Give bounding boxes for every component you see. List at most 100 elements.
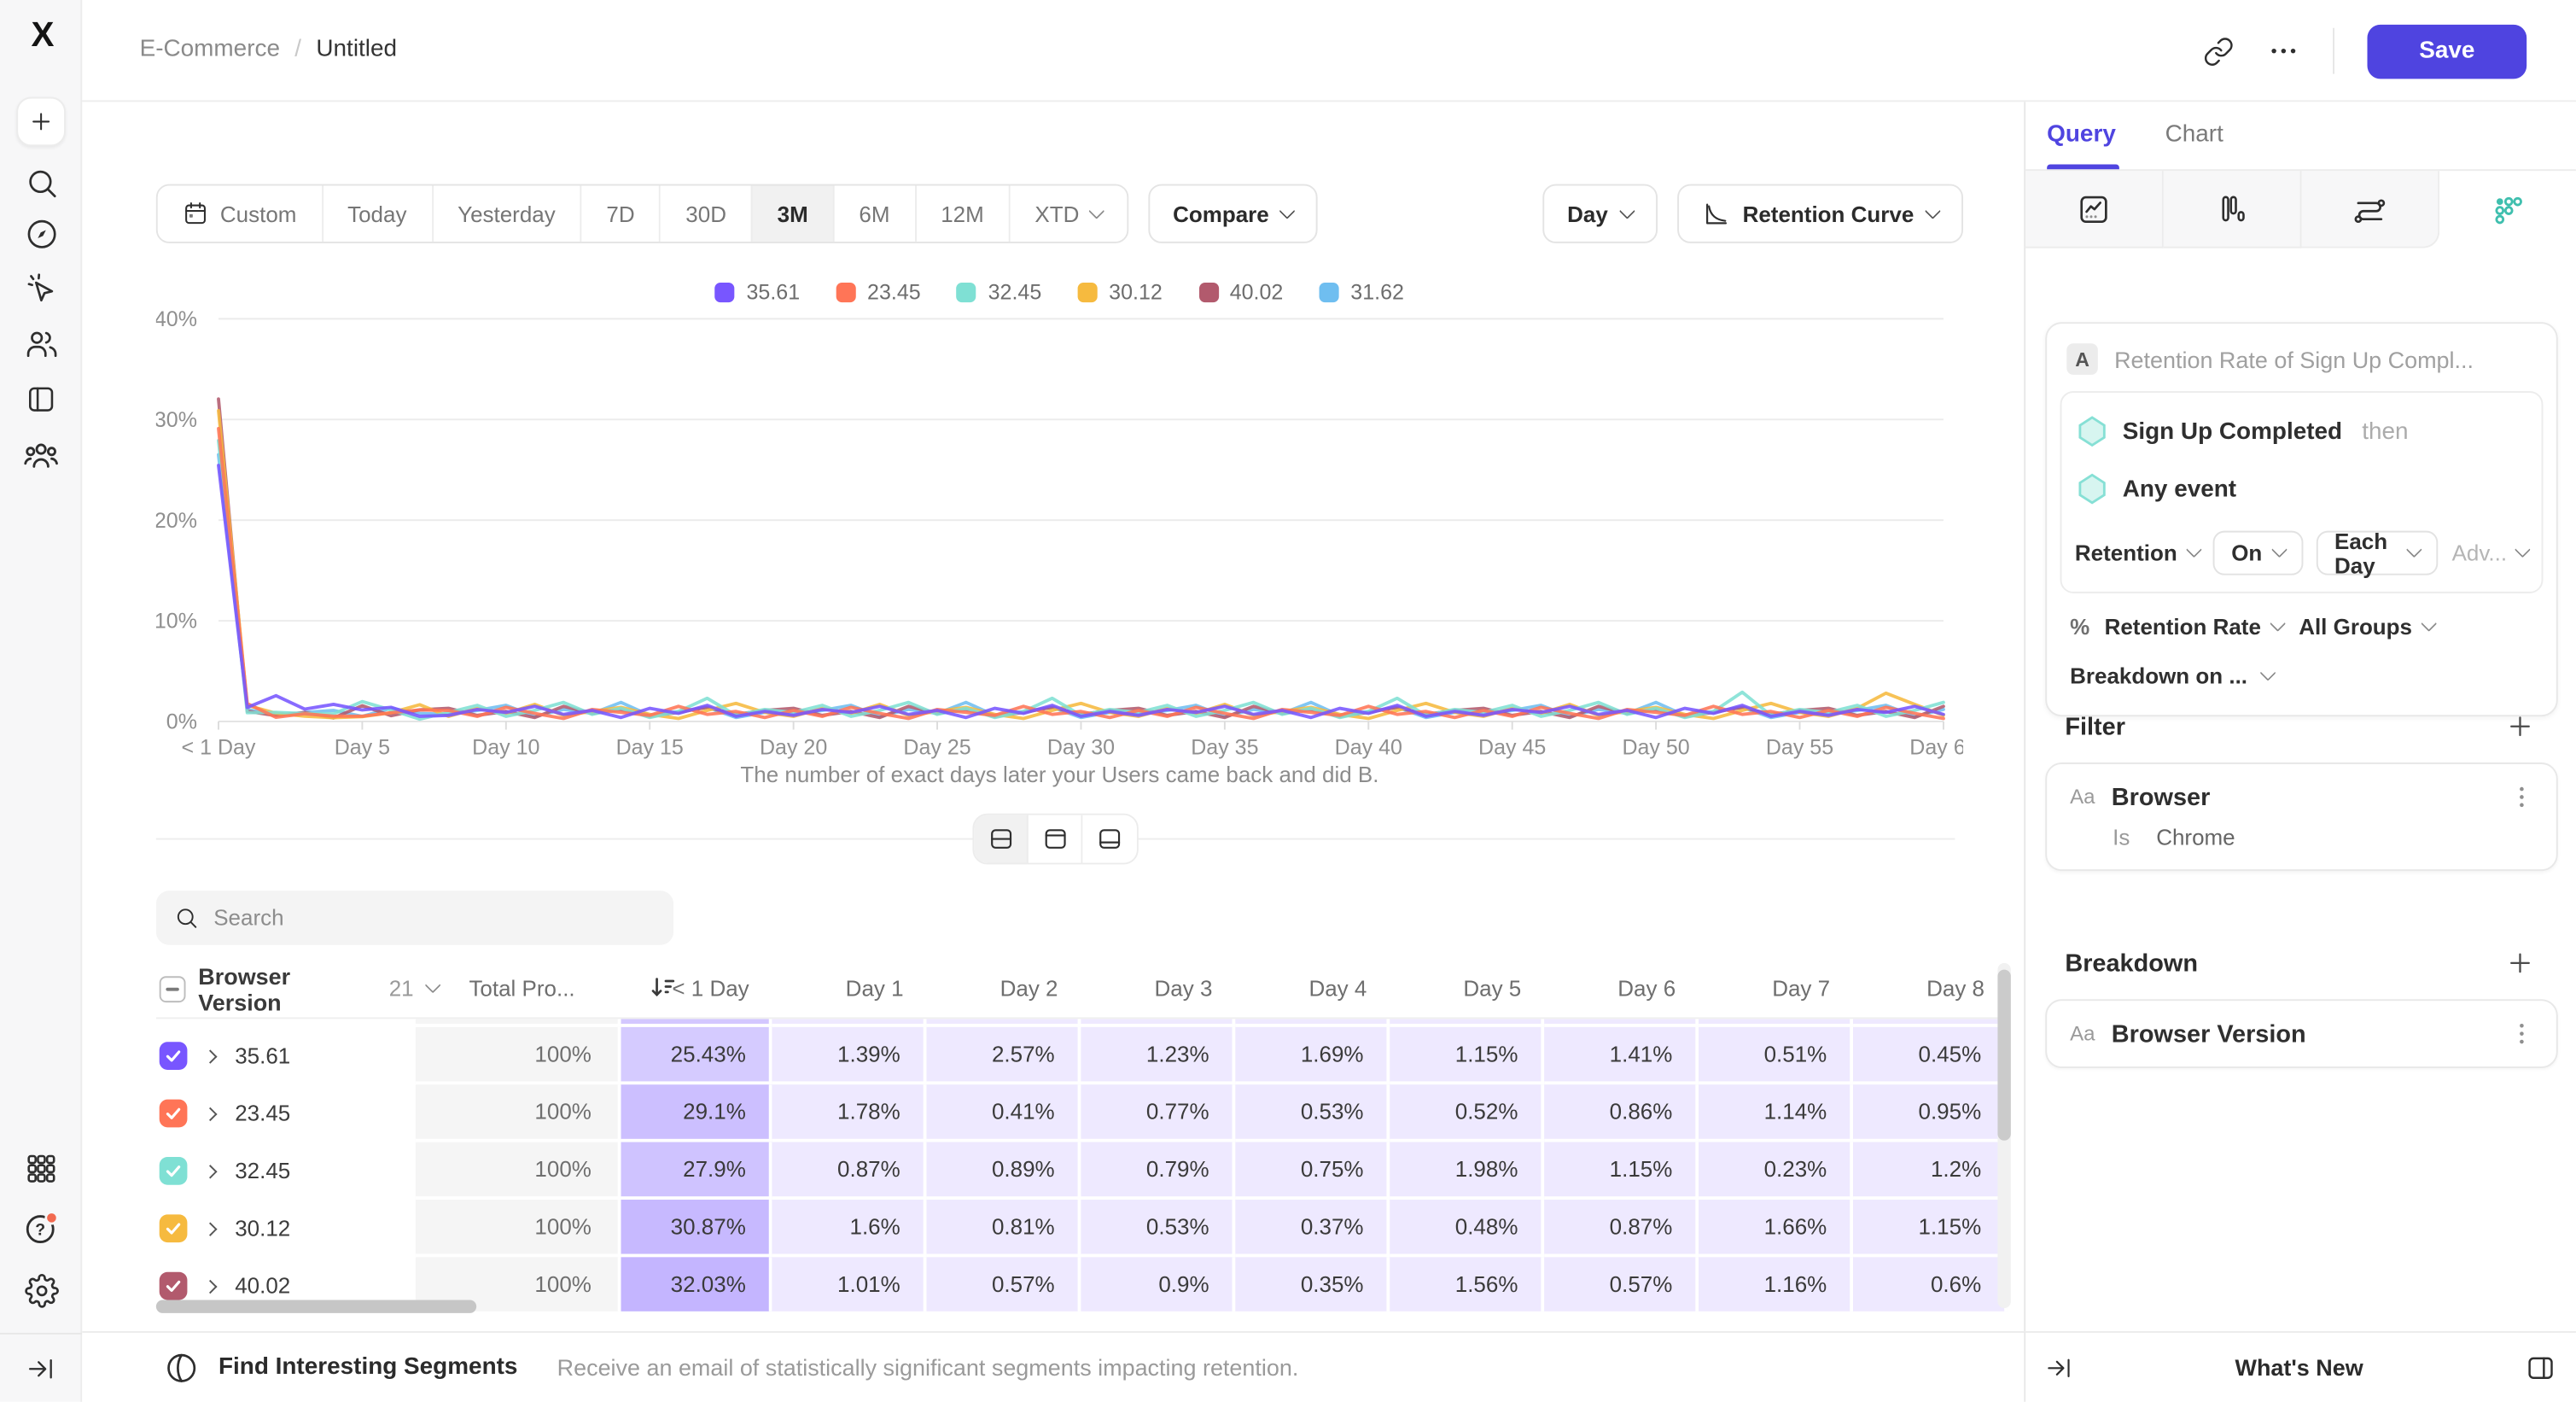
expand-row-chevron-icon[interactable] [203, 1049, 218, 1063]
sidebar-item-search[interactable] [23, 164, 59, 200]
retention-cell[interactable]: 1.01% [772, 1257, 927, 1311]
date-range-30d[interactable]: 30D [661, 185, 753, 242]
series-line-32.45[interactable] [217, 439, 1945, 721]
interesting-segments-bar[interactable]: Find Interesting Segments Receive an ema… [82, 1331, 2025, 1402]
view-toggle-chart-only[interactable] [1028, 815, 1083, 863]
day-column-header[interactable]: < 1 Day [672, 976, 749, 1002]
advanced-dropdown[interactable]: Adv... [2452, 540, 2531, 565]
retention-cell[interactable]: 1.15% [1853, 1200, 2008, 1258]
retention-cell[interactable]: 1.41% [1544, 1026, 1699, 1085]
retention-cell[interactable]: 1.2% [772, 1019, 927, 1027]
retention-cell[interactable]: 0.89% [926, 1142, 1081, 1200]
save-button[interactable]: Save [2367, 23, 2527, 79]
retention-cell[interactable]: 1.39% [772, 1026, 927, 1085]
query-title-row[interactable]: A Retention Rate of Sign Up Compl... [2060, 340, 2544, 391]
filter-card[interactable]: Aa Browser Is Chrome [2045, 762, 2558, 872]
series-line-31.62[interactable] [217, 453, 1945, 720]
retention-cell[interactable]: 0.6% [926, 1019, 1081, 1027]
kebab-menu-icon[interactable] [2507, 782, 2537, 812]
filter-operator[interactable]: Is [2113, 825, 2130, 850]
sidebar-item-boards[interactable] [23, 382, 59, 418]
retention-cell[interactable]: 0.79% [1081, 1142, 1236, 1200]
event-row-second[interactable]: Any event [2075, 467, 2528, 524]
legend-item[interactable]: 31.62 [1319, 279, 1404, 304]
retention-cell[interactable]: 0.52% [1390, 1084, 1545, 1142]
sidebar-item-events[interactable] [23, 270, 59, 306]
tab-query[interactable]: Query [2047, 121, 2116, 149]
date-range-6m[interactable]: 6M [834, 185, 917, 242]
retention-cell[interactable]: 0.9% [1081, 1019, 1236, 1027]
add-filter-button[interactable] [2507, 713, 2533, 739]
expand-row-chevron-icon[interactable] [203, 1221, 218, 1236]
row-name[interactable]: 40.02 [235, 1273, 291, 1299]
breakdown-property-name[interactable]: Browser Version [2111, 1019, 2306, 1048]
retention-cell[interactable]: 0.53% [1235, 1084, 1390, 1142]
segments-title[interactable]: Find Interesting Segments [218, 1353, 518, 1381]
retention-cell[interactable]: 30.87% [621, 1200, 772, 1258]
sort-descending-icon[interactable] [647, 973, 679, 1005]
day-column-header[interactable]: Day 1 [845, 976, 904, 1002]
retention-cell[interactable]: 0.48% [1390, 1200, 1545, 1258]
retention-cell[interactable]: 0.6% [1853, 1257, 2008, 1311]
select-all-checkbox[interactable] [159, 975, 185, 1002]
retention-cell[interactable]: 0.87% [772, 1142, 927, 1200]
retention-cell[interactable]: 0.23% [1699, 1142, 1854, 1200]
row-name[interactable]: 23.45 [235, 1101, 291, 1126]
retention-cell[interactable]: 1.16% [1699, 1257, 1854, 1311]
retention-cell[interactable]: 0.37% [1235, 1200, 1390, 1258]
sidebar-item-help[interactable]: ? [23, 1210, 59, 1246]
retention-curve-chart[interactable]: 0% 10% 20% 30% 40% < 1 Day Day 5 Day 10 Day 15 Da… [156, 306, 1963, 786]
day-column-header[interactable]: Day 5 [1463, 976, 1522, 1002]
mixpanel-logo-icon[interactable]: X [31, 16, 55, 55]
retention-cell[interactable]: 1.3% [1544, 1019, 1699, 1027]
metric-dropdown[interactable]: Retention Rate [2105, 615, 2287, 640]
row-checkbox[interactable] [159, 1042, 188, 1070]
create-new-button[interactable] [16, 96, 66, 147]
retention-type-dropdown[interactable]: Retention [2075, 540, 2203, 565]
report-type-funnels[interactable] [2163, 171, 2302, 248]
collapse-panel-icon[interactable] [2045, 1353, 2073, 1382]
groups-dropdown[interactable]: All Groups [2299, 615, 2438, 640]
retention-cell[interactable]: 0.45% [1853, 1026, 2008, 1085]
sidebar-item-apps[interactable] [23, 1150, 59, 1186]
row-name[interactable]: 30.12 [235, 1216, 291, 1241]
breadcrumb-page-title[interactable]: Untitled [316, 36, 398, 63]
retention-cell[interactable]: 26.5% [621, 1019, 772, 1027]
legend-item[interactable]: 30.12 [1077, 279, 1163, 304]
retention-cell[interactable]: 1.15% [1544, 1142, 1699, 1200]
day-column-header[interactable]: Day 6 [1617, 976, 1676, 1002]
breadcrumb-project[interactable]: E-Commerce [139, 36, 280, 63]
legend-item[interactable]: 35.61 [714, 279, 800, 304]
retention-cell[interactable]: 0.53% [1081, 1200, 1236, 1258]
date-range-7d[interactable]: 7D [581, 185, 661, 242]
table-vertical-scrollbar[interactable] [1997, 962, 2011, 1309]
expand-row-chevron-icon[interactable] [203, 1278, 218, 1294]
retention-cell[interactable]: 1.14% [1699, 1084, 1854, 1142]
date-range-3m[interactable]: 3M [752, 185, 835, 242]
day-column-header[interactable]: Day 8 [1926, 976, 1985, 1002]
view-toggle-split[interactable] [974, 815, 1029, 863]
sidebar-item-users[interactable] [23, 325, 59, 361]
expand-sidebar-button[interactable] [23, 1351, 59, 1387]
compare-button[interactable]: Compare [1148, 184, 1319, 243]
retention-bucket-dropdown[interactable]: Each Day [2316, 529, 2439, 578]
whats-new-link[interactable]: What's New [2235, 1353, 2363, 1381]
retention-cell[interactable]: 1.6% [772, 1200, 927, 1258]
day-column-header[interactable]: Day 2 [1000, 976, 1058, 1002]
group-column-header[interactable]: Browser Version 21 [156, 962, 441, 1015]
breakdown-card[interactable]: Aa Browser Version [2045, 999, 2558, 1069]
retention-cell[interactable]: 1.56% [1390, 1257, 1545, 1311]
retention-cell[interactable]: 0.95% [1853, 1084, 2008, 1142]
retention-cell[interactable]: 0.41% [926, 1084, 1081, 1142]
retention-cell[interactable]: 25.43% [621, 1026, 772, 1085]
row-checkbox[interactable] [159, 1214, 188, 1243]
kebab-menu-icon[interactable] [2507, 1019, 2537, 1049]
row-checkbox[interactable] [159, 1099, 188, 1128]
day-column-header[interactable]: Day 7 [1772, 976, 1831, 1002]
retention-cell[interactable]: 29.1% [621, 1084, 772, 1142]
report-type-retention[interactable] [2439, 171, 2576, 248]
more-menu-icon[interactable] [2267, 34, 2299, 67]
retention-cell[interactable]: 1.15% [1390, 1026, 1545, 1085]
legend-item[interactable]: 32.45 [957, 279, 1041, 304]
date-range-custom[interactable]: Custom [157, 185, 323, 242]
